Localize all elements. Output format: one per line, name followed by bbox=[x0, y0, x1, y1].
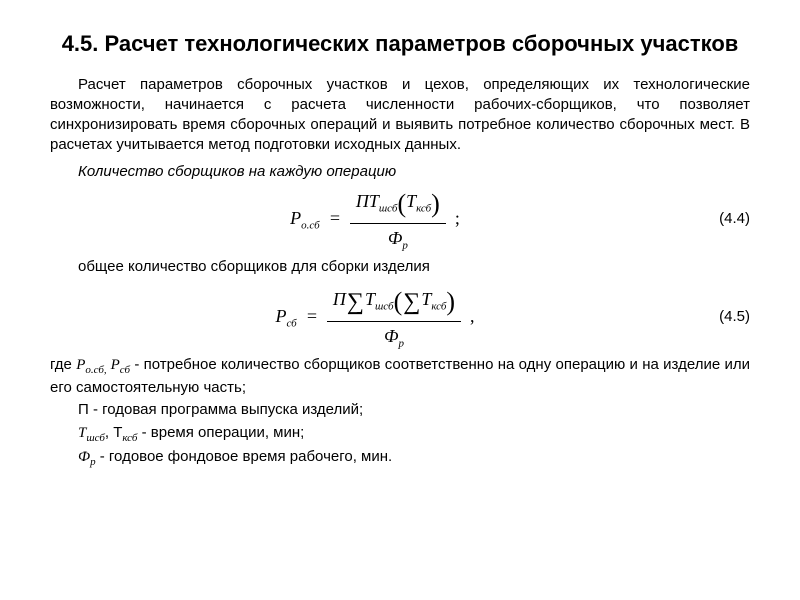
equation-4-4: Pо.сб = ПТшсб(Тксб) Фр ; (4.4) bbox=[50, 186, 750, 254]
equation-4-4-number: (4.4) bbox=[700, 209, 750, 229]
line-total-assemblers: общее количество сборщиков для сборки из… bbox=[50, 257, 750, 277]
paragraph-intro: Расчет параметров сборочных участков и ц… bbox=[50, 75, 750, 156]
eq1-lhs: Pо.сб bbox=[290, 208, 320, 228]
definition-pi: П - годовая программа выпуска изделий; bbox=[50, 400, 750, 420]
equation-4-5-body: Pсб = П∑Тшсб(∑Тксб) Фр , bbox=[50, 284, 700, 352]
equation-4-5-number: (4.5) bbox=[700, 307, 750, 327]
line-assemblers-per-op: Количество сборщиков на каждую операцию bbox=[50, 162, 750, 182]
definition-p: где Ро.сб, Рсб - потребное количество сб… bbox=[50, 355, 750, 398]
equation-4-4-body: Pо.сб = ПТшсб(Тксб) Фр ; bbox=[50, 186, 700, 254]
eq2-fraction: П∑Тшсб(∑Тксб) Фр bbox=[327, 284, 461, 352]
eq1-fraction: ПТшсб(Тксб) Фр bbox=[350, 186, 446, 254]
definition-t: Тшсб, Тксб - время операции, мин; bbox=[50, 423, 750, 446]
equation-4-5: Pсб = П∑Тшсб(∑Тксб) Фр , (4.5) bbox=[50, 284, 750, 352]
section-title: 4.5. Расчет технологических параметров с… bbox=[50, 30, 750, 59]
eq2-lhs: Pсб bbox=[275, 306, 296, 326]
definition-f: Фр - годовое фондовое время рабочего, ми… bbox=[50, 447, 750, 470]
